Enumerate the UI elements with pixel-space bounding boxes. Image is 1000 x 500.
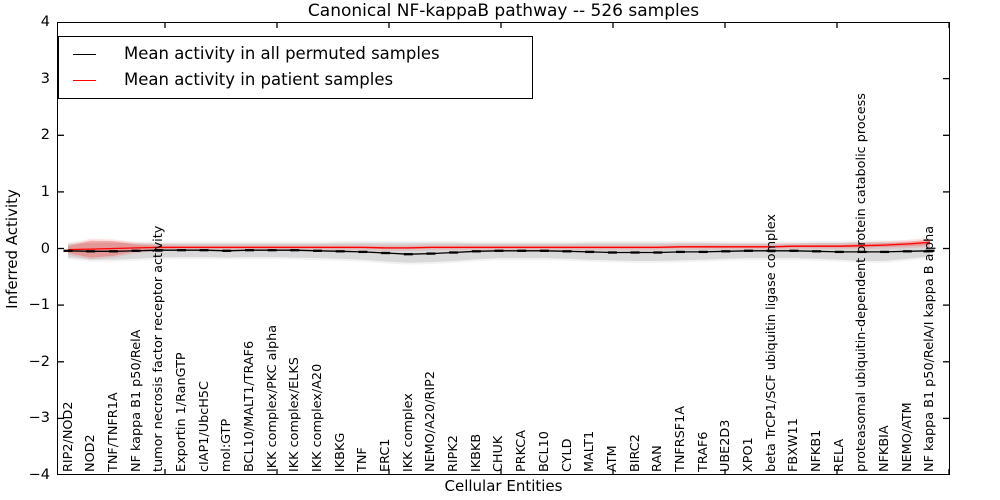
x-category-label: FBXW11	[786, 418, 802, 472]
x-category-label: NF kappa B1 p50/RelA	[128, 329, 144, 472]
x-category-label: XPO1	[741, 437, 757, 472]
x-category-label: TRAF6	[695, 431, 711, 472]
x-category-label: cIAP1/UbcH5C	[196, 381, 212, 472]
y-tick-label: 3	[40, 70, 50, 87]
x-category-label: CHUK	[491, 435, 507, 472]
x-category-label: IKK complex	[400, 393, 416, 472]
x-category-label: tumor necrosis factor receptor activity	[151, 225, 167, 472]
patient-line-sample	[73, 79, 96, 81]
x-category-label: RAN	[650, 445, 666, 472]
x-category-label: NEMO/ATM	[899, 402, 915, 472]
x-category-label: TNF	[355, 447, 371, 472]
x-category-label: NEMO/A20/RIP2	[423, 371, 439, 472]
x-category-label: beta TrCP1/SCF ubiquitin ligase complex	[763, 214, 779, 472]
x-category-label: BCL10/MALT1/TRAF6	[241, 340, 257, 472]
legend-row-permuted: Mean activity in all permuted samples	[73, 41, 532, 67]
x-category-label: IKBKG	[332, 432, 348, 472]
x-category-label: BCL10	[536, 431, 552, 472]
x-category-label: mol:GTP	[219, 418, 235, 472]
x-category-label: RIPK2	[446, 435, 462, 472]
legend-label-permuted: Mean activity in all permuted samples	[124, 44, 440, 63]
x-category-label: IKK complex/A20	[310, 363, 326, 472]
x-category-label: CYLD	[559, 438, 575, 472]
y-tick-label: −4	[28, 467, 50, 483]
x-category-label: NOD2	[83, 434, 99, 472]
x-category-label: Exportin 1/RanGTP	[173, 352, 189, 472]
x-category-label: NF kappa B1 p50/RelA/I kappa B alpha	[922, 225, 938, 472]
x-category-label: IKK complex/ELKS	[287, 357, 303, 472]
x-category-label: MALT1	[582, 430, 598, 472]
x-category-label: UBE2D3	[718, 419, 734, 472]
x-category-label: PRKCA	[514, 430, 530, 472]
x-category-label: TNF/TNFR1A	[105, 392, 121, 472]
x-category-label: proteasomal ubiquitin-dependent protein …	[854, 93, 870, 472]
legend-label-patient: Mean activity in patient samples	[124, 70, 394, 89]
x-category-label: BIRC2	[627, 434, 643, 472]
y-tick-label: 0	[40, 240, 50, 257]
x-category-label: IKBKB	[468, 433, 484, 472]
x-category-label: IKK complex/PKC alpha	[264, 324, 280, 472]
x-category-label: ATM	[604, 445, 620, 472]
y-tick-label: 1	[40, 183, 50, 200]
y-tick-label: 4	[40, 14, 50, 30]
legend-row-patient: Mean activity in patient samples	[73, 67, 532, 93]
y-tick-label: −2	[28, 353, 50, 370]
legend: Mean activity in all permuted samples Me…	[58, 36, 533, 99]
x-category-label: TNFRSF1A	[672, 405, 688, 472]
y-tick-label: 2	[40, 127, 50, 144]
chart-title: Canonical NF-kappaB pathway -- 526 sampl…	[307, 1, 700, 21]
x-category-label: RIP2/NOD2	[60, 401, 76, 472]
x-axis-title: Cellular Entities	[444, 477, 563, 495]
x-category-label: NFKBIA	[877, 425, 893, 472]
x-category-label: ERC1	[378, 438, 394, 472]
x-category-label: RELA	[831, 438, 847, 472]
y-tick-label: −1	[28, 297, 50, 314]
plot-area	[57, 22, 950, 475]
permuted-line-sample	[73, 53, 96, 55]
y-tick-label: −3	[28, 410, 50, 427]
x-category-label: NFKB1	[809, 429, 825, 472]
